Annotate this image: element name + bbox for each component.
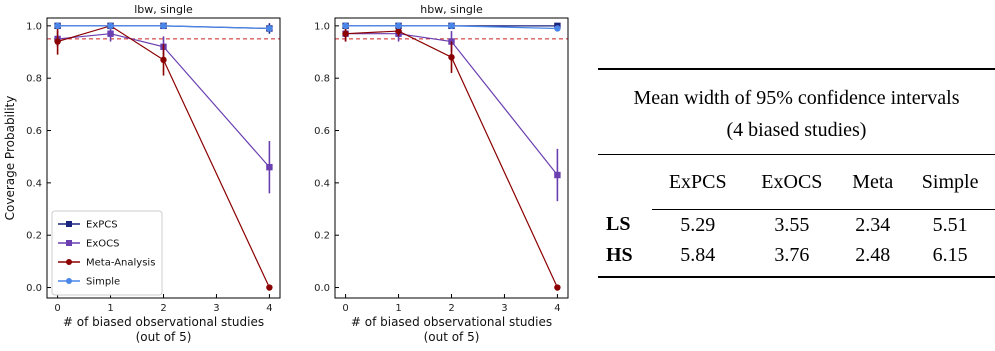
data-point-meta-analysis xyxy=(554,284,561,291)
table-row-ls: LS 5.29 3.55 2.34 5.51 xyxy=(598,209,995,240)
table-body: ExPCS ExOCS Meta Simple LS 5.29 3.55 2.3… xyxy=(598,155,995,270)
chart-panel-1: lbw, single 0 1 2 3 4 0.0 0.2 0.4 0.6 0.8 1.0 # of b… xyxy=(3,3,281,344)
y-tick-label: 0.6 xyxy=(314,126,330,137)
data-point-meta-analysis xyxy=(448,54,455,61)
panel-title: lbw, single xyxy=(134,3,193,16)
x-axis-label: # of biased observational studies xyxy=(63,315,264,329)
column-header-meta: Meta xyxy=(852,170,894,193)
data-point-simple xyxy=(395,22,402,30)
data-point-meta-analysis xyxy=(342,30,349,37)
cell-hs-meta: 2.48 xyxy=(855,243,891,266)
series-line-simple xyxy=(57,25,270,30)
data-point-meta-analysis xyxy=(266,284,273,291)
table-caption-line1: Mean width of 95% confidence intervals xyxy=(633,87,960,109)
y-tick-label: 0.8 xyxy=(314,74,330,85)
legend-label-exocs: ExOCS xyxy=(86,239,119,250)
column-header-simple: Simple xyxy=(921,170,979,193)
legend-marker-meta-analysis xyxy=(66,259,72,265)
panel-title: hbw, single xyxy=(420,3,483,16)
y-tick-label: 0.4 xyxy=(26,178,42,189)
x-axis-label-line2: (out of 5) xyxy=(424,330,480,344)
x-tick-label: 0 xyxy=(342,303,348,314)
table-caption-line2: (4 biased studies) xyxy=(726,119,867,141)
series-line-meta-analysis xyxy=(57,25,270,288)
x-axis-label: # of biased observational studies xyxy=(351,315,552,329)
data-point-simple xyxy=(266,25,273,32)
table-bottom-rule xyxy=(598,276,995,278)
column-header-expcs: ExPCS xyxy=(668,170,727,193)
x-axis-label-line2: (out of 5) xyxy=(136,330,192,344)
series-line-meta-analysis xyxy=(345,30,558,288)
data-point-meta-analysis xyxy=(395,27,402,35)
table-header-row: ExPCS ExOCS Meta Simple xyxy=(598,155,995,210)
plot-frame xyxy=(46,17,281,299)
y-tick-label: 0.0 xyxy=(314,283,330,294)
data-point-simple xyxy=(160,22,167,30)
data-point-meta-analysis xyxy=(160,56,167,64)
cell-hs-exocs: 3.76 xyxy=(774,243,810,266)
chart-panel-2: hbw, single 0 1 2 3 4 0.0 0.2 0.4 0.6 0.8 1.0 # of b… xyxy=(314,3,569,344)
ci-width-table: Mean width of 95% confidence intervals (… xyxy=(598,68,995,278)
table-caption: Mean width of 95% confidence intervals (… xyxy=(598,70,995,154)
data-point-simple xyxy=(54,22,61,30)
data-point-simple xyxy=(554,25,561,32)
x-tick-label: 3 xyxy=(501,303,507,314)
table-top-rule xyxy=(598,68,995,70)
cell-hs-expcs: 5.84 xyxy=(680,243,716,266)
data-point-exocs xyxy=(554,171,561,179)
row-label-ls: LS xyxy=(606,213,631,236)
y-axis-label: Coverage Probability xyxy=(3,96,17,221)
cell-ls-expcs: 5.29 xyxy=(652,209,744,240)
table-row-hs: HS 5.84 3.76 2.48 6.15 xyxy=(598,240,995,270)
legend-label-meta-analysis: Meta-Analysis xyxy=(86,258,155,269)
x-tick-label: 1 xyxy=(107,303,113,314)
cell-ls-exocs: 3.55 xyxy=(743,209,841,240)
legend-marker-expcs xyxy=(66,221,72,227)
legend-marker-exocs xyxy=(66,240,72,246)
series-line-exocs xyxy=(57,33,270,168)
x-tick-label: 4 xyxy=(554,303,560,314)
legend-marker-simple xyxy=(66,278,72,284)
y-tick-label: 0.8 xyxy=(26,74,42,85)
y-tick-label: 0.4 xyxy=(314,178,330,189)
x-tick-label: 2 xyxy=(448,303,454,314)
legend: ExPCS ExOCS Meta-Analysis Simple xyxy=(51,210,163,296)
data-point-simple xyxy=(342,22,349,30)
y-tick-label: 0.2 xyxy=(314,231,330,242)
x-tick-label: 3 xyxy=(213,303,219,314)
table-mid-rule xyxy=(598,154,995,155)
corner-cell xyxy=(598,155,652,210)
x-tick-label: 4 xyxy=(266,303,272,314)
column-header-exocs: ExOCS xyxy=(761,170,823,193)
x-tick-label: 0 xyxy=(54,303,60,314)
cell-ls-simple: 5.51 xyxy=(905,209,995,240)
plot-frame xyxy=(334,17,569,299)
data-point-exocs xyxy=(266,163,273,171)
x-tick-label: 1 xyxy=(395,303,401,314)
data-point-meta-analysis xyxy=(54,38,61,45)
legend-label-expcs: ExPCS xyxy=(86,220,118,231)
y-tick-label: 0.2 xyxy=(26,231,42,242)
y-tick-label: 0.0 xyxy=(26,283,42,294)
data-point-exocs xyxy=(107,30,114,37)
y-tick-label: 1.0 xyxy=(26,21,42,32)
data-point-simple xyxy=(448,22,455,30)
legend-box xyxy=(51,210,163,296)
x-tick-label: 2 xyxy=(160,303,166,314)
y-tick-label: 1.0 xyxy=(314,21,330,32)
cell-hs-simple: 6.15 xyxy=(932,243,968,266)
data-point-simple xyxy=(107,22,114,30)
legend-label-simple: Simple xyxy=(86,277,120,288)
cell-ls-meta: 2.34 xyxy=(840,209,906,240)
row-label-hs: HS xyxy=(606,243,633,266)
y-tick-label: 0.6 xyxy=(26,126,42,137)
series-line-exocs xyxy=(345,33,558,176)
series-line-simple xyxy=(345,25,558,30)
